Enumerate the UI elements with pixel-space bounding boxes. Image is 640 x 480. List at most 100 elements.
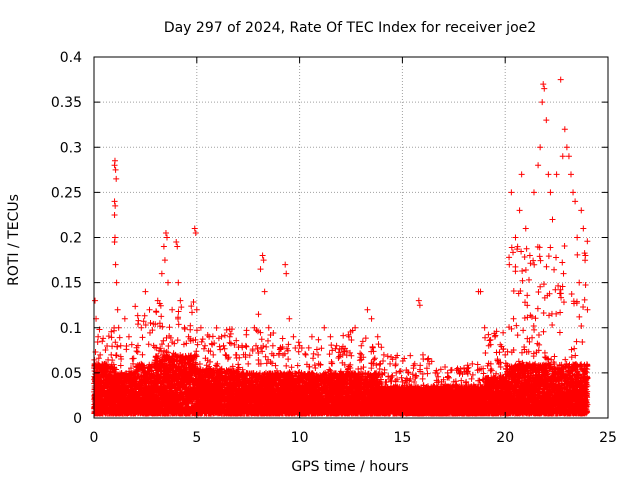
data-point [481,324,488,331]
data-point [185,333,192,340]
data-point [469,360,476,367]
y-tick-label: 0.25 [51,185,82,201]
data-point [99,338,106,345]
data-point [416,302,423,309]
data-point [543,117,550,124]
data-point [210,351,217,358]
data-point [380,351,387,358]
y-tick-label: 0 [73,411,82,427]
data-point [97,351,104,358]
x-tick-label: 5 [192,430,201,446]
data-point [114,306,121,313]
data-point [125,333,132,340]
data-point [251,324,258,331]
data-point [158,270,165,277]
data-point [364,306,371,313]
data-point [115,324,122,331]
y-tick-label: 0.35 [51,95,82,111]
data-point [257,266,264,273]
y-tick-label: 0.2 [60,231,82,247]
data-point [232,351,239,358]
data-point [553,171,560,178]
data-point [214,360,221,367]
data-point [175,279,182,286]
data-point [191,225,198,232]
x-axis-title: GPS time / hours [291,459,408,475]
data-point [181,324,188,331]
data-point [162,229,169,236]
data-point [516,207,523,214]
axis-ticks: 0 5 10 15 20 25 0 0.05 0.1 0.15 0.2 0.25 0.3 0.35 0.4 [51,50,617,446]
data-point [541,85,548,92]
data-point [576,279,583,286]
data-point [572,198,579,205]
data-point [107,369,114,376]
data-point [142,288,149,295]
y-tick-label: 0.15 [51,276,82,292]
data-point [150,342,157,349]
data-point [419,351,426,358]
data-point [563,144,570,151]
data-point [547,189,554,196]
data-point [192,229,199,236]
data-point [308,333,315,340]
data-point [112,261,119,268]
data-point [260,257,267,264]
data-point [321,324,328,331]
data-point [163,234,170,241]
x-tick-label: 15 [393,430,411,446]
data-point [315,351,322,358]
data-point [578,207,585,214]
data-point [512,234,519,241]
data-point [415,297,422,304]
data-point [426,360,433,367]
data-point [393,369,400,376]
data-points [91,76,591,417]
data-point [549,216,556,223]
data-point [358,342,365,349]
data-point [95,387,102,394]
data-point [565,153,572,160]
data-point [450,378,457,385]
data-point [540,81,547,88]
data-point [146,306,153,313]
data-point [113,279,120,286]
data-point [580,225,587,232]
y-tick-label: 0.1 [60,321,82,337]
data-point [245,360,252,367]
data-point [165,279,172,286]
data-point [112,166,119,173]
data-point [154,297,161,304]
data-point [296,342,303,349]
data-point [432,369,439,376]
data-point [508,189,515,196]
data-point [535,162,542,169]
data-point [438,378,445,385]
data-point [399,378,406,385]
y-tick-label: 0.05 [51,366,82,382]
data-point [121,315,128,322]
data-point [206,333,213,340]
data-point [261,288,268,295]
data-point [113,175,120,182]
y-tick-label: 0.4 [60,50,82,66]
x-tick-label: 0 [90,430,99,446]
data-point [117,342,124,349]
dense-point-cloud [91,238,591,417]
data-point [491,333,498,340]
data-point [506,261,513,268]
x-tick-label: 10 [291,430,309,446]
data-point [99,396,106,403]
data-point [567,171,574,178]
data-point [173,239,180,246]
data-point [537,144,544,151]
data-point [239,342,246,349]
data-point [286,315,293,322]
data-point [559,153,566,160]
data-point [290,333,297,340]
data-point [485,342,492,349]
data-point [282,261,289,268]
data-point [557,76,564,83]
data-point [169,306,176,313]
